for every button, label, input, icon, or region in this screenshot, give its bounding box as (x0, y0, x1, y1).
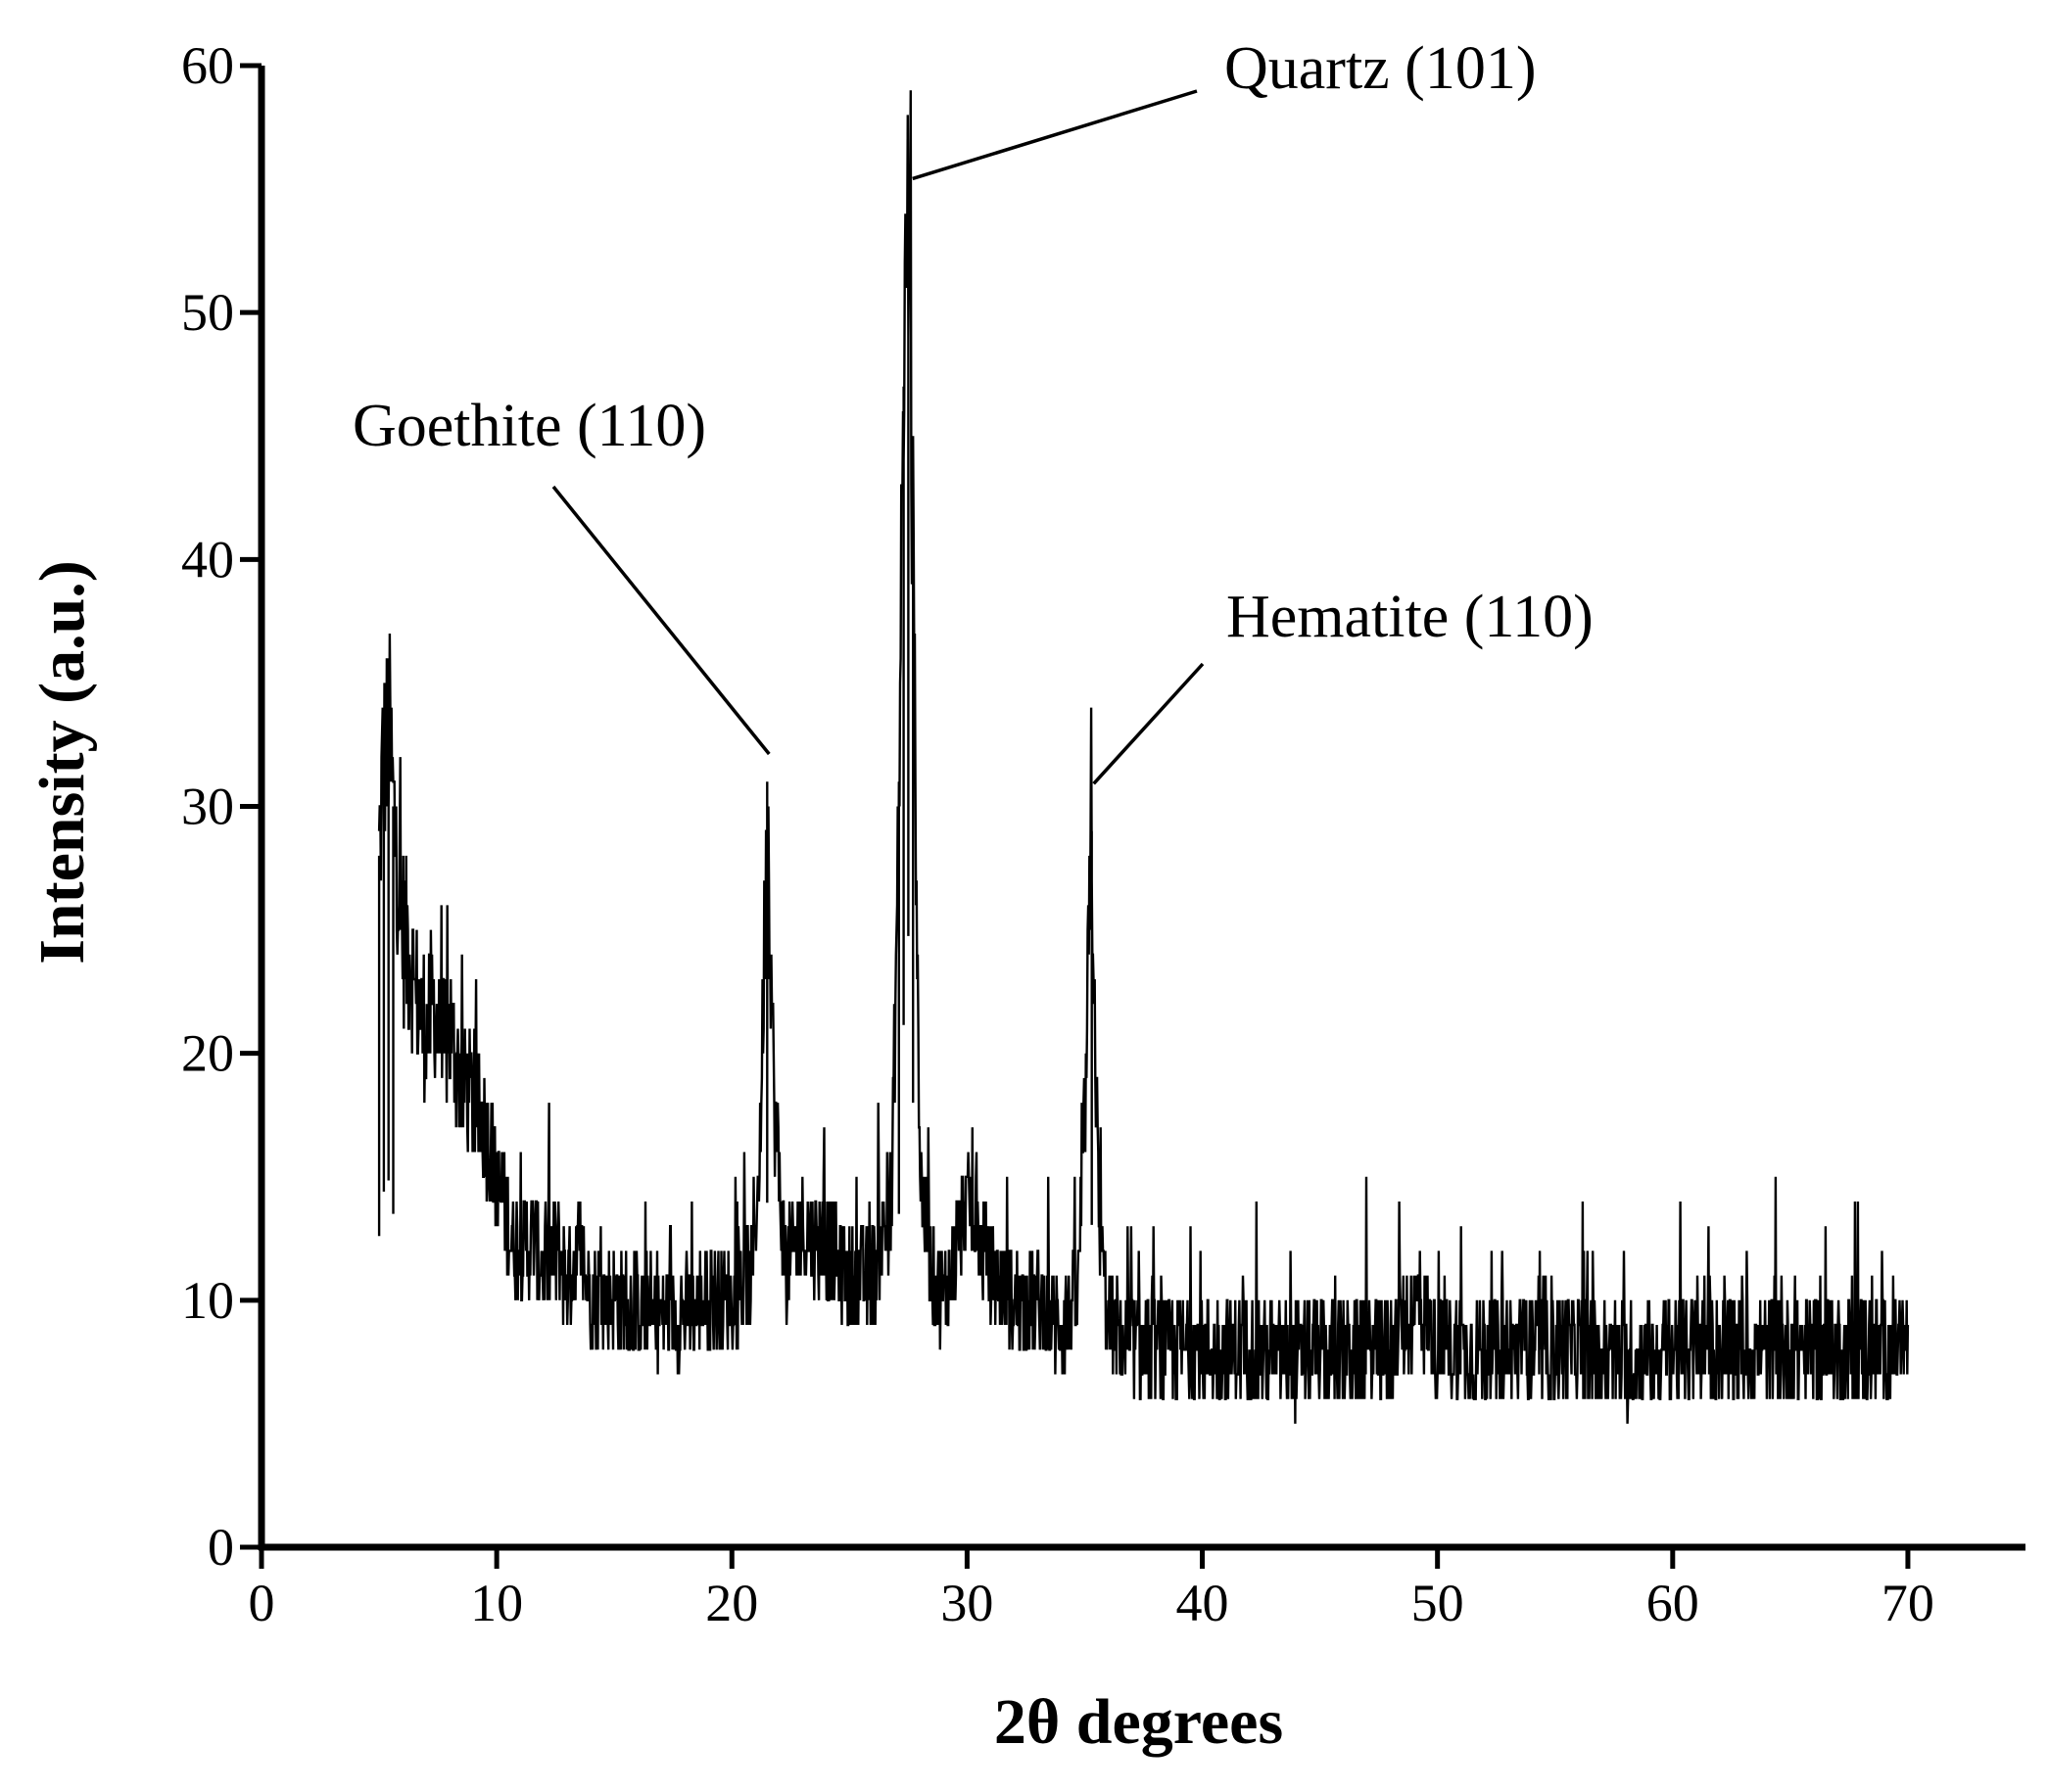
x-axis-ticks: 0 10 20 30 40 50 60 70 (249, 1547, 1934, 1632)
peak-annotation-label: Quartz (101) (1224, 35, 1536, 102)
y-tick-label: 30 (181, 778, 234, 836)
peak-annotation-label: Hematite (110) (1226, 584, 1594, 650)
annotation-leader-line (551, 485, 771, 756)
y-tick-label: 0 (208, 1518, 234, 1577)
x-tick-label: 20 (705, 1574, 758, 1632)
y-tick-label: 60 (181, 36, 234, 95)
x-axis-title: 2θ degrees (994, 1686, 1283, 1758)
x-tick-label: 60 (1646, 1574, 1699, 1632)
y-axis-title: Intensity (a.u.) (26, 560, 98, 965)
x-tick-label: 70 (1881, 1574, 1934, 1632)
y-tick-label: 20 (181, 1024, 234, 1083)
y-axis-ticks: 0 10 20 30 40 50 60 (181, 36, 262, 1577)
peak-annotations: Quartz (101) Goethite (110) Hematite (110) (353, 35, 1594, 785)
x-tick-label: 30 (940, 1574, 993, 1632)
x-tick-label: 50 (1411, 1574, 1464, 1632)
annotation-leader-line (1092, 662, 1205, 785)
x-tick-label: 0 (249, 1574, 275, 1632)
annotation-leader-line (912, 89, 1198, 181)
series-line-intensity (377, 90, 1910, 1424)
y-tick-label: 40 (181, 530, 234, 589)
x-tick-label: 40 (1176, 1574, 1229, 1632)
y-tick-label: 10 (181, 1271, 234, 1330)
peak-annotation-label: Goethite (110) (353, 393, 706, 459)
plot-area (377, 90, 1910, 1424)
y-tick-label: 50 (181, 283, 234, 342)
x-tick-label: 10 (470, 1574, 523, 1632)
